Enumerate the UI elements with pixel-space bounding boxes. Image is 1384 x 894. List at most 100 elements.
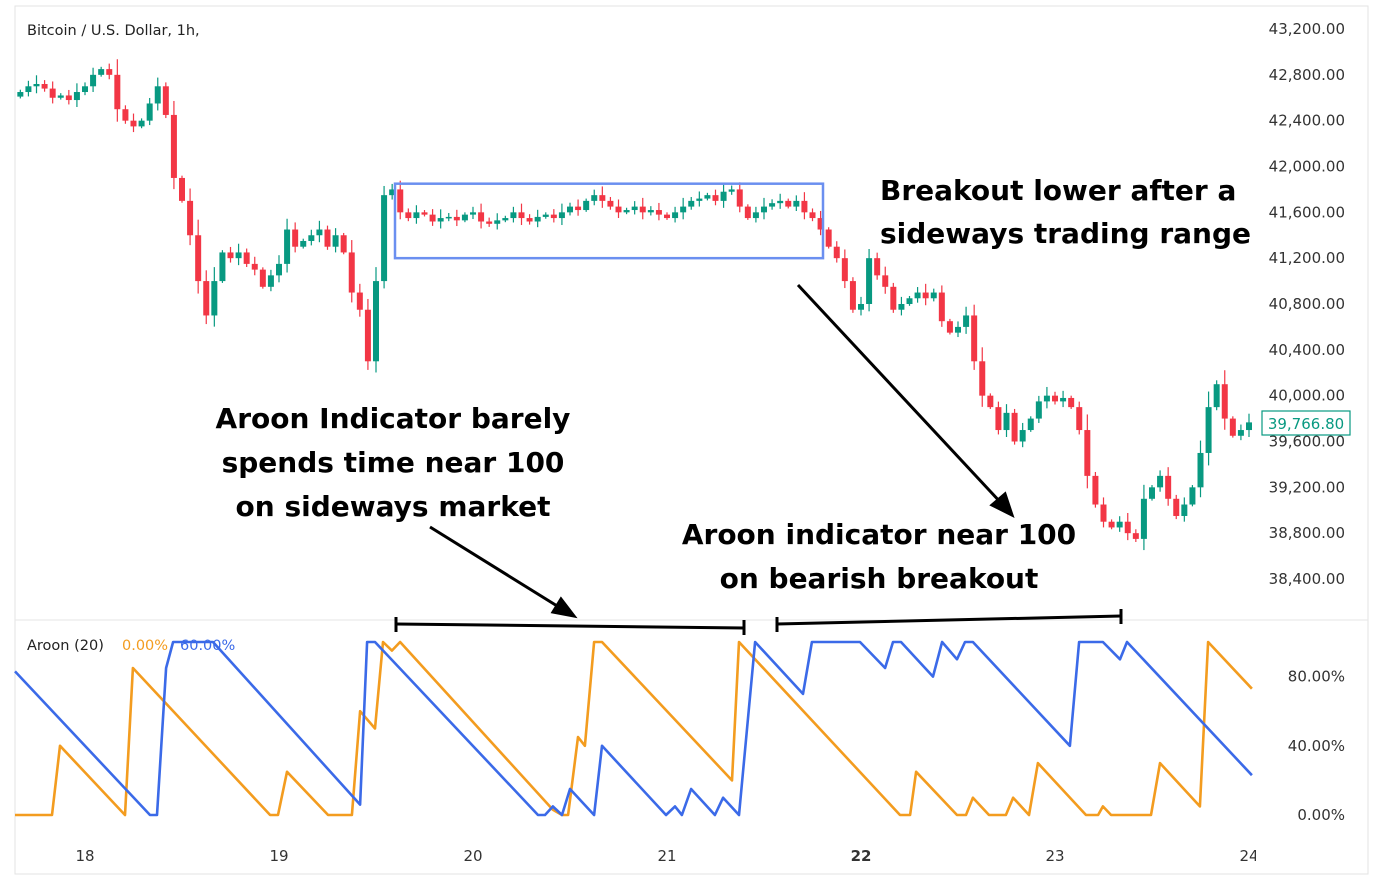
- candle-body: [1084, 430, 1091, 476]
- price-axis[interactable]: 43,200.00 42,800.00 42,400.00 42,000.00 41,6…: [1269, 20, 1345, 588]
- candle-body: [41, 84, 48, 89]
- candle: [130, 113, 137, 133]
- candle: [453, 209, 460, 227]
- candle-body: [65, 95, 72, 101]
- candle-body: [461, 214, 468, 221]
- candle-body: [162, 86, 169, 115]
- candle: [211, 267, 218, 327]
- price-tick-label: 38,800.00: [1269, 524, 1345, 542]
- candle-body: [486, 221, 493, 224]
- candle-body: [971, 315, 978, 362]
- candle-body: [1092, 475, 1099, 505]
- candle-body: [825, 229, 832, 247]
- aroon-up-value: 0.00%: [122, 638, 168, 654]
- candle-body: [599, 195, 606, 201]
- indicator-label[interactable]: Aroon (20): [27, 638, 104, 654]
- candle-body: [356, 292, 363, 310]
- candle: [1157, 470, 1164, 492]
- candle-body: [890, 286, 897, 310]
- candle: [809, 208, 816, 222]
- candle-body: [922, 292, 929, 299]
- indicator-axis[interactable]: 80.00% 40.00% 0.00%: [1288, 668, 1345, 824]
- candle: [1165, 467, 1172, 506]
- candle: [664, 212, 670, 220]
- candle: [1181, 497, 1188, 522]
- candle-body: [429, 214, 436, 222]
- candle: [1173, 494, 1180, 520]
- candle-body: [195, 235, 202, 282]
- date-tick-label: 18: [75, 847, 94, 865]
- candle-body: [1060, 397, 1067, 402]
- candle-body: [1100, 504, 1107, 522]
- candle: [1003, 404, 1010, 438]
- candle-body: [235, 252, 242, 259]
- candle-body: [946, 321, 953, 333]
- annotation-breakout-line1: Breakout lower after a: [880, 174, 1236, 207]
- candle: [510, 206, 517, 223]
- candle-body: [817, 218, 824, 230]
- candle: [1237, 424, 1244, 441]
- candle: [114, 59, 121, 122]
- candle-body: [607, 200, 614, 207]
- candle: [607, 196, 614, 210]
- candle: [1221, 370, 1228, 430]
- candle-body: [550, 214, 557, 219]
- candle: [389, 183, 396, 200]
- axis-mask: [1256, 842, 1266, 870]
- candle: [825, 227, 832, 249]
- candle: [413, 205, 420, 224]
- candle: [1092, 471, 1099, 508]
- candle-body: [211, 281, 218, 316]
- candle: [817, 210, 824, 236]
- candle: [906, 295, 913, 306]
- candle: [1197, 440, 1204, 498]
- candle: [1140, 484, 1147, 551]
- candle-body: [688, 200, 695, 207]
- candle-body: [324, 229, 331, 247]
- candle-body: [364, 309, 371, 362]
- candle-body: [906, 298, 913, 304]
- candle: [243, 248, 250, 268]
- candle-body: [33, 84, 40, 87]
- candle-body: [82, 86, 88, 93]
- candle-body: [179, 177, 185, 201]
- candle: [82, 82, 88, 96]
- candle: [251, 256, 258, 276]
- candle-body: [373, 281, 379, 362]
- candle: [1189, 485, 1196, 507]
- candle-body: [494, 220, 501, 224]
- indicator-tick-label: 0.00%: [1297, 806, 1345, 824]
- candle: [655, 202, 662, 221]
- candle: [470, 206, 476, 220]
- candle-body: [90, 74, 97, 87]
- candle-body: [761, 206, 767, 213]
- candle-body: [25, 86, 32, 93]
- aroon-down-value: 60.00%: [180, 638, 235, 654]
- candle-body: [453, 216, 460, 221]
- candle-body: [938, 292, 945, 322]
- candle-body: [1052, 395, 1058, 402]
- candle-body: [558, 212, 565, 219]
- last-price: 39,766.80: [1268, 415, 1344, 433]
- candle-body: [316, 229, 323, 236]
- candle: [381, 185, 388, 289]
- candle: [57, 93, 64, 100]
- candle: [73, 83, 80, 108]
- candle-body: [769, 203, 776, 207]
- arrowhead-breakout: [989, 491, 1015, 518]
- bracket-sideways: [395, 622, 745, 630]
- candle-body: [1076, 407, 1083, 431]
- candle: [979, 347, 986, 407]
- candle: [292, 222, 299, 253]
- date-axis[interactable]: 18 19 20 21 22 23 24: [75, 842, 1266, 870]
- candle-body: [704, 195, 711, 199]
- candle-body: [219, 252, 226, 282]
- price-tick-label: 41,200.00: [1269, 249, 1345, 267]
- candle-body: [583, 200, 590, 211]
- candle-body: [672, 212, 679, 219]
- candle: [429, 209, 436, 226]
- candle: [833, 241, 840, 263]
- candle-body: [664, 214, 670, 219]
- candle: [744, 204, 751, 220]
